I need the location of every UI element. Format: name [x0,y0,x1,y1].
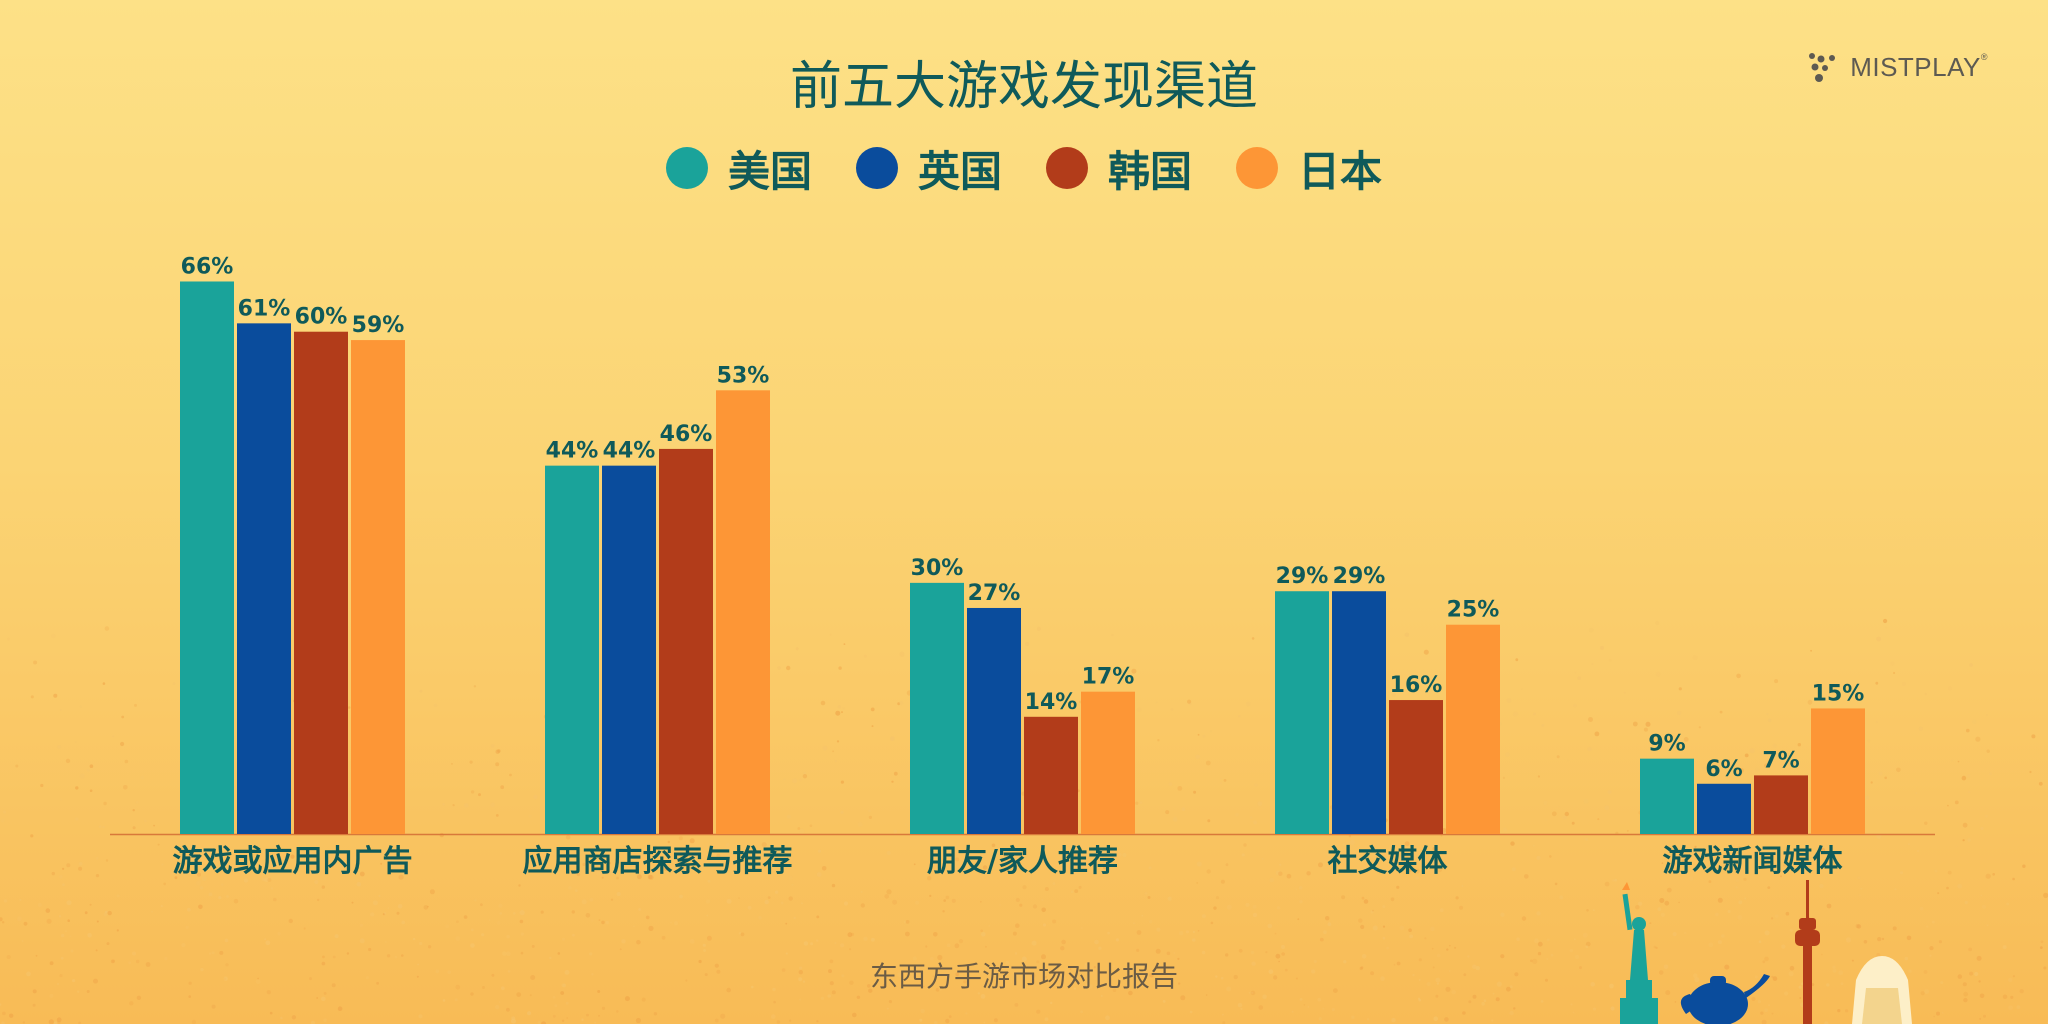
legend-swatch-jp [1236,147,1279,189]
japanese-building-icon [1852,956,1912,1024]
legend: 美国 英国 韩国 日本 [0,140,2048,196]
logo-text: MISTPLAY® [1850,52,1988,83]
bar [351,340,405,834]
data-label: 30% [911,556,964,581]
bar [1446,624,1500,834]
bar-group: 29% 29% 16% 25% 社交媒体 [1275,564,1500,879]
teapot-icon [1680,974,1770,1024]
bar [180,281,234,834]
logo-name-text: MISTPLAY [1850,51,1981,82]
data-label: 29% [1276,564,1329,589]
legend-label-jp: 日本 [1298,146,1383,196]
bar [910,582,964,834]
legend-label-us: 美国 [727,146,812,196]
bar [1754,775,1808,834]
legend-swatch-us [665,147,708,189]
legend-item-uk: 英国 [855,138,1002,199]
data-label: 61% [238,296,291,321]
bar [1640,758,1694,834]
bar [1081,691,1135,834]
legend-label-uk: 英国 [917,146,1002,196]
data-label: 66% [181,254,234,279]
seoul-tower-icon [1795,880,1820,1024]
data-label: 44% [603,439,656,464]
data-label: 9% [1648,732,1685,757]
category-label: 游戏或应用内广告 [173,844,413,879]
category-label: 游戏新闻媒体 [1663,844,1844,879]
bar [602,465,656,834]
mistplay-logo: MISTPLAY® [1806,50,1988,84]
bar [1697,783,1751,834]
bar [659,448,713,834]
data-label: 16% [1390,673,1443,698]
data-label: 6% [1705,757,1742,782]
data-label: 27% [968,581,1021,606]
landmarks-illustration [1620,880,1912,1024]
bar [1024,716,1078,834]
data-label: 53% [717,363,770,388]
bar-group: 30%27% 14%17% 朋友/家人推荐 [910,556,1135,879]
data-label: 25% [1447,598,1500,623]
data-label: 46% [660,422,713,447]
legend-item-jp: 日本 [1236,138,1382,199]
data-label: 59% [352,313,405,338]
bar-group: 44% 44%46%53%应用商店探索与推荐 [523,363,793,879]
legend-swatch-uk [855,147,898,189]
bar [237,323,291,834]
data-label: 7% [1762,748,1799,773]
bar [1811,708,1865,834]
bar [294,331,348,834]
bar-group: 66%61% 60% 59% 游戏或应用内广告 [173,254,413,879]
category-label: 朋友/家人推荐 [927,844,1118,879]
bar [545,465,599,834]
legend-swatch-kr [1046,147,1088,189]
report-footer: 东西方手游市场对比报告 [869,960,1178,993]
bar [1389,700,1443,834]
data-label: 44% [546,439,599,464]
chart-title: 前五大游戏发现渠道 [789,57,1258,117]
data-label: 15% [1812,681,1865,706]
logo-registered-mark: ® [1980,51,1988,62]
data-label: 14% [1025,690,1078,715]
data-label: 60% [295,305,348,330]
bar-group: 9% 6% 7% 15% 游戏新闻媒体 [1640,681,1865,879]
statue-of-liberty-icon [1620,882,1658,1024]
legend-label-kr: 韩国 [1108,146,1193,196]
bar [1332,591,1386,834]
legend-item-us: 美国 [665,138,812,199]
mistplay-dots-icon [1809,53,1836,82]
data-label: 29% [1333,564,1386,589]
legend-item-kr: 韩国 [1046,138,1192,199]
data-label: 17% [1082,665,1135,690]
bar [716,390,770,834]
bar [967,607,1021,834]
bar [1275,591,1329,834]
category-label: 社交媒体 [1328,844,1449,879]
category-label: 应用商店探索与推荐 [523,844,793,879]
